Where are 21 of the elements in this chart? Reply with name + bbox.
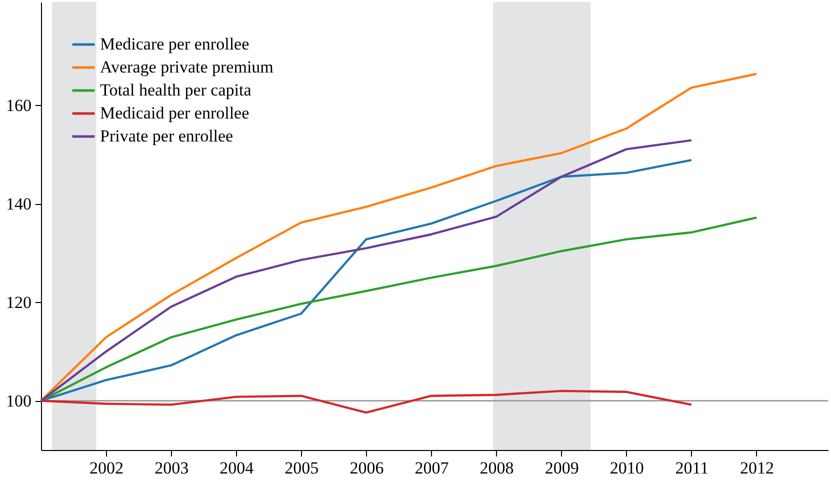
line-series bbox=[40, 390, 693, 414]
legend-label: Average private premium bbox=[100, 58, 274, 76]
x-tick-label: 2004 bbox=[220, 458, 254, 478]
legend-label: Total health per capita bbox=[100, 80, 252, 100]
x-tick-label: 2002 bbox=[90, 458, 124, 478]
y-tick-label: 120 bbox=[6, 292, 32, 312]
y-tick-label: 100 bbox=[6, 391, 32, 410]
x-tick-label: 2005 bbox=[284, 458, 319, 478]
y-tick-label: 140 bbox=[6, 194, 32, 214]
x-tick-label: 2010 bbox=[610, 458, 644, 478]
legend-label: Medicare per enrollee bbox=[100, 34, 250, 54]
x-tick-label: 2006 bbox=[350, 458, 384, 478]
x-tick-label: 2003 bbox=[154, 458, 189, 478]
x-tick-label: 2011 bbox=[675, 458, 709, 478]
x-tick-label: 2012 bbox=[740, 458, 774, 478]
x-tick-label: 2008 bbox=[480, 458, 514, 478]
legend-label: Medicaid per enrollee bbox=[100, 104, 250, 122]
legend-label: Private per enrollee bbox=[100, 126, 234, 146]
x-tick-label: 2007 bbox=[414, 458, 450, 478]
x-tick-label: 2009 bbox=[544, 458, 579, 478]
y-tick-label: 160 bbox=[6, 96, 32, 115]
